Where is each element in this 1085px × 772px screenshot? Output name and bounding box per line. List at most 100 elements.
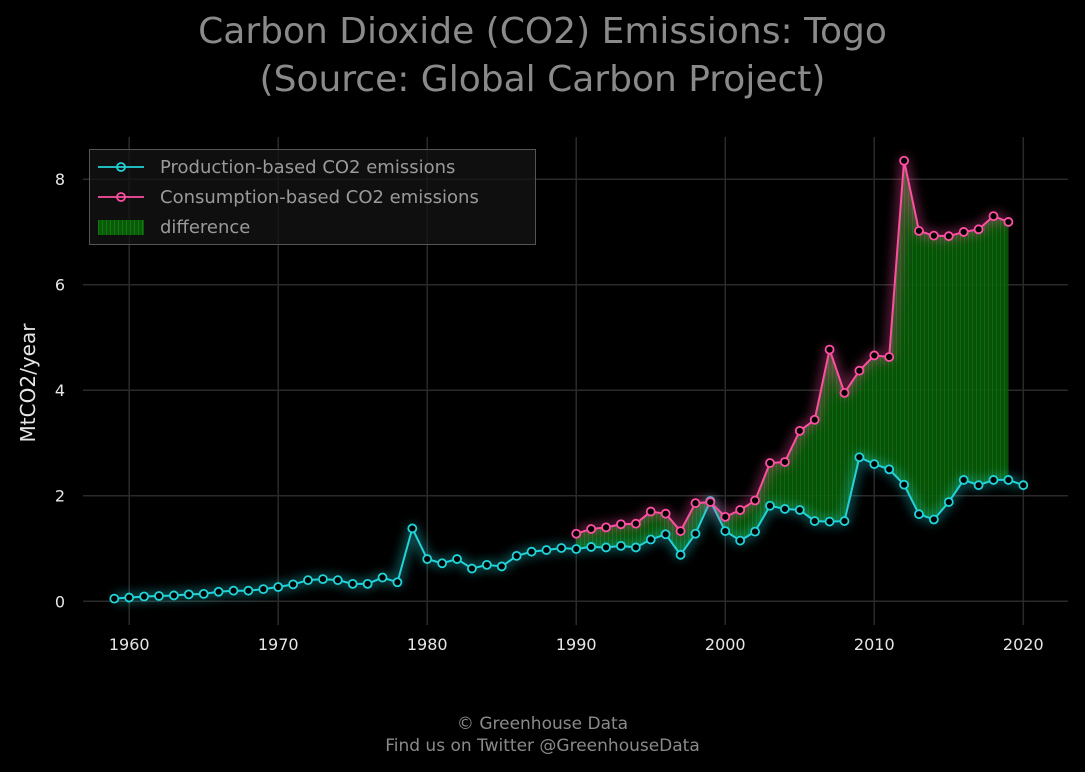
consumption-series-point bbox=[660, 508, 671, 519]
production-series-point bbox=[258, 584, 269, 595]
production-series-point bbox=[362, 578, 373, 589]
legend-label-difference: difference bbox=[160, 216, 251, 238]
production-series-line bbox=[114, 456, 1024, 600]
production-series-point bbox=[630, 542, 641, 553]
x-tick-label: 2020 bbox=[1003, 635, 1044, 654]
consumption-series-point bbox=[750, 495, 760, 506]
consumption-series-point bbox=[854, 365, 865, 376]
consumption-series-point bbox=[928, 230, 939, 241]
production-series-point bbox=[169, 590, 179, 601]
consumption-series-point bbox=[705, 497, 716, 507]
consumption-series-point bbox=[914, 226, 924, 236]
production-series-point bbox=[318, 574, 328, 585]
legend-label-production: Production-based CO2 emissions bbox=[160, 156, 456, 178]
consumption-series-point bbox=[839, 387, 850, 398]
legend-item-production: Production-based CO2 emissions bbox=[98, 152, 455, 182]
production-series-point bbox=[541, 545, 552, 555]
consumption-series-point bbox=[645, 506, 656, 517]
x-tick-label: 1980 bbox=[407, 635, 448, 654]
production-series-point bbox=[571, 544, 582, 554]
production-series-point bbox=[750, 526, 760, 537]
legend-swatch-consumption bbox=[98, 192, 144, 202]
production-series-point bbox=[139, 591, 149, 602]
x-tick-label: 1990 bbox=[556, 635, 597, 654]
consumption-series-point bbox=[601, 522, 611, 533]
production-series-point bbox=[660, 529, 671, 540]
y-tick-label: 8 bbox=[55, 170, 65, 189]
production-series-point bbox=[198, 588, 209, 599]
legend: Production-based CO2 emissions Consumpti… bbox=[89, 149, 536, 245]
footer-copyright: © Greenhouse Data bbox=[456, 714, 629, 734]
production-series-point bbox=[467, 563, 477, 574]
consumption-series-point bbox=[988, 211, 999, 222]
production-series-point bbox=[854, 452, 865, 463]
production-series-point bbox=[437, 558, 448, 569]
consumption-series-point bbox=[824, 344, 835, 355]
chart-title-line1: Carbon Dioxide (CO2) Emissions: Togo bbox=[198, 11, 887, 52]
consumption-series-point bbox=[869, 350, 880, 361]
production-series-point bbox=[586, 542, 597, 552]
consumption-series-point bbox=[884, 352, 895, 362]
x-tick-label: 1960 bbox=[109, 635, 150, 654]
production-series-point bbox=[735, 535, 746, 546]
production-series-point bbox=[809, 516, 820, 526]
y-tick-label: 0 bbox=[55, 592, 65, 611]
production-series-point bbox=[392, 577, 403, 588]
y-tick-label: 4 bbox=[55, 381, 65, 400]
consumption-series-point bbox=[958, 227, 969, 237]
production-series-point bbox=[824, 516, 835, 527]
x-tick-label: 2000 bbox=[705, 635, 746, 654]
legend-swatch-production bbox=[98, 162, 144, 172]
legend-item-consumption: Consumption-based CO2 emissions bbox=[98, 182, 479, 212]
production-series-point bbox=[556, 543, 567, 553]
production-series-point bbox=[496, 561, 507, 572]
consumption-series-point bbox=[765, 458, 775, 468]
production-series-point bbox=[288, 579, 299, 590]
production-series-point bbox=[124, 592, 135, 603]
production-series-point bbox=[481, 559, 492, 570]
production-series-point bbox=[869, 459, 880, 469]
production-series-point bbox=[273, 582, 284, 592]
production-series-point bbox=[526, 546, 537, 557]
consumption-series-point bbox=[809, 414, 820, 425]
production-series-point bbox=[884, 464, 895, 475]
production-series-point bbox=[645, 534, 656, 545]
production-series-point bbox=[347, 578, 358, 589]
chart-title-line2: (Source: Global Carbon Project) bbox=[259, 59, 826, 100]
legend-label-consumption: Consumption-based CO2 emissions bbox=[160, 186, 479, 208]
production-series-point bbox=[228, 585, 239, 596]
consumption-series-point bbox=[1003, 217, 1014, 227]
production-series-point bbox=[914, 509, 924, 520]
production-series-point bbox=[899, 479, 909, 490]
production-series-point bbox=[720, 526, 731, 536]
production-series-point bbox=[765, 500, 775, 511]
consumption-series-point bbox=[571, 528, 582, 539]
consumption-series-point bbox=[586, 524, 597, 534]
production-series-point bbox=[958, 475, 969, 485]
production-series-point bbox=[928, 514, 939, 525]
footer-twitter: Find us on Twitter @GreenhouseData bbox=[385, 736, 700, 756]
production-series-point bbox=[779, 504, 790, 514]
production-series-point bbox=[452, 554, 462, 564]
production-series-point bbox=[601, 542, 611, 553]
consumption-series-point bbox=[735, 505, 746, 515]
production-series-point bbox=[407, 523, 418, 534]
production-series-point bbox=[1018, 480, 1029, 491]
production-series-point bbox=[377, 572, 388, 583]
production-series-point bbox=[988, 475, 999, 485]
legend-swatch-difference bbox=[98, 220, 144, 235]
consumption-series-point bbox=[973, 224, 984, 235]
production-series-point bbox=[616, 540, 626, 551]
legend-item-difference: difference bbox=[98, 212, 250, 242]
consumption-series-point bbox=[943, 231, 954, 242]
consumption-series-point bbox=[630, 518, 641, 529]
consumption-series-point bbox=[720, 511, 731, 522]
consumption-series-point bbox=[616, 519, 626, 530]
production-series-point bbox=[690, 528, 701, 539]
y-tick-label: 6 bbox=[55, 276, 65, 295]
production-series-point bbox=[109, 593, 120, 604]
production-series-point bbox=[422, 554, 433, 564]
production-series-point bbox=[675, 549, 686, 560]
production-series-point bbox=[943, 497, 954, 507]
